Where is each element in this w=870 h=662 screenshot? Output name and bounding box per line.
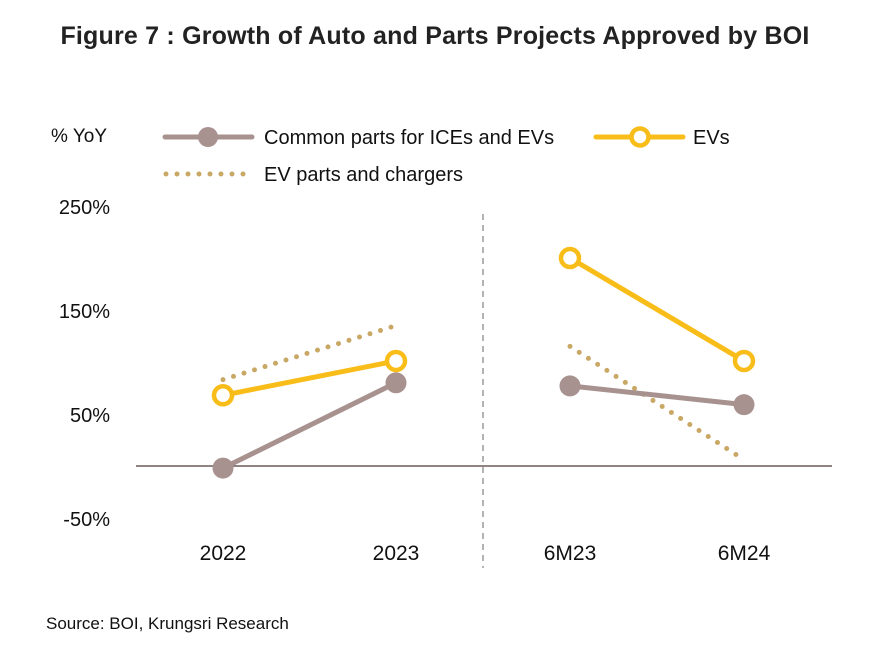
legend-common-label: Common parts for ICEs and EVs (264, 127, 554, 149)
x-tick-label: 6M24 (718, 542, 771, 565)
legend-evs-label: EVs (693, 127, 730, 149)
common-parts-point (733, 394, 755, 416)
x-tick-label: 6M23 (544, 542, 597, 565)
y-tick-label: 50% (70, 405, 110, 427)
evs-point (732, 349, 756, 373)
evs-line (567, 255, 747, 364)
evs-point (211, 384, 235, 407)
x-tick-label: 2023 (373, 542, 420, 565)
common-parts-line (567, 383, 747, 408)
common-parts-point (559, 375, 581, 397)
evs-point (558, 246, 582, 270)
legend-ev-parts-label: EV parts and chargers (264, 164, 463, 186)
common-parts-point (385, 372, 407, 394)
ev-parts-line (567, 343, 747, 463)
y-tick-label: -50% (63, 509, 110, 531)
chart-title: Figure 7 : Growth of Auto and Parts Proj… (60, 22, 810, 50)
ev-parts-line (220, 323, 399, 383)
y-tick-label: 250% (59, 197, 110, 219)
common-parts-line (220, 380, 399, 471)
y-axis-label: % YoY (51, 126, 107, 147)
legend-evs-marker (629, 126, 651, 148)
common-parts-point (212, 457, 234, 479)
evs-point (384, 349, 408, 373)
y-tick-label: 150% (59, 301, 110, 323)
legend-common-marker (198, 127, 218, 147)
evs-line (220, 358, 399, 398)
source-note: Source: BOI, Krungsri Research (46, 614, 289, 633)
x-tick-label: 2022 (200, 542, 247, 565)
